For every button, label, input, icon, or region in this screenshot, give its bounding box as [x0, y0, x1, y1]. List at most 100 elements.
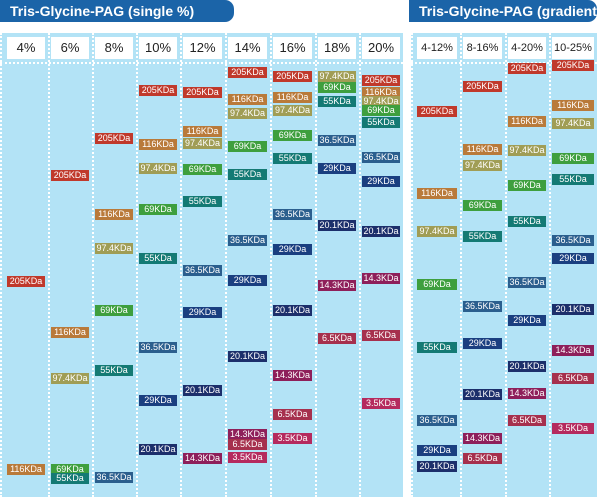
marker-band-116kda: 116KDa	[508, 116, 546, 127]
marker-band-14-3kda: 14.3KDa	[508, 388, 546, 399]
marker-band-97-4kda: 97.4KDa	[318, 71, 356, 82]
marker-band-69kda: 69KDa	[51, 464, 89, 475]
marker-band-20-1kda: 20.1KDa	[139, 444, 177, 455]
marker-band-3-5kda: 3.5KDa	[228, 452, 267, 463]
marker-band-20-1kda: 20.1KDa	[508, 361, 546, 372]
lane-header: 4-20%	[508, 37, 546, 59]
marker-band-29kda: 29KDa	[318, 163, 356, 174]
marker-band-20-1kda: 20.1KDa	[183, 385, 222, 396]
marker-band-6-5kda: 6.5KDa	[228, 439, 267, 450]
marker-band-36-5kda: 36.5KDa	[228, 235, 267, 246]
marker-band-29kda: 29KDa	[139, 395, 177, 406]
marker-band-205kda: 205KDa	[508, 63, 546, 74]
marker-band-116kda: 116KDa	[51, 327, 89, 338]
marker-band-55kda: 55KDa	[508, 216, 546, 227]
marker-band-55kda: 55KDa	[183, 196, 222, 207]
lane-separator	[92, 33, 94, 497]
marker-band-116kda: 116KDa	[183, 126, 222, 137]
marker-band-205kda: 205KDa	[183, 87, 222, 98]
marker-band-55kda: 55KDa	[228, 169, 267, 180]
marker-band-14-3kda: 14.3KDa	[552, 345, 594, 356]
lane-header: 8-16%	[463, 37, 502, 59]
marker-band-205kda: 205KDa	[139, 85, 177, 96]
marker-band-6-5kda: 6.5KDa	[508, 415, 546, 426]
marker-band-3-5kda: 3.5KDa	[273, 433, 312, 444]
marker-band-20-1kda: 20.1KDa	[417, 461, 457, 472]
marker-band-14-3kda: 14.3KDa	[463, 433, 502, 444]
lane-separator	[359, 33, 361, 497]
marker-band-6-5kda: 6.5KDa	[552, 373, 594, 384]
marker-band-205kda: 205KDa	[7, 276, 45, 287]
marker-band-55kda: 55KDa	[139, 253, 177, 264]
marker-band-36-5kda: 36.5KDa	[417, 415, 457, 426]
marker-band-36-5kda: 36.5KDa	[552, 235, 594, 246]
lane-separator	[180, 33, 182, 497]
marker-band-20-1kda: 20.1KDa	[228, 351, 267, 362]
marker-band-29kda: 29KDa	[417, 445, 457, 456]
marker-band-97-4kda: 97.4KDa	[362, 96, 400, 107]
marker-band-205kda: 205KDa	[51, 170, 89, 181]
marker-band-69kda: 69KDa	[417, 279, 457, 290]
marker-band-205kda: 205KDa	[273, 71, 312, 82]
header-divider	[411, 62, 597, 64]
lane-separator	[136, 33, 138, 497]
marker-band-29kda: 29KDa	[362, 176, 400, 187]
marker-band-97-4kda: 97.4KDa	[51, 373, 89, 384]
marker-band-3-5kda: 3.5KDa	[362, 398, 400, 409]
marker-band-55kda: 55KDa	[95, 365, 133, 376]
marker-band-116kda: 116KDa	[463, 144, 502, 155]
lane-header: 16%	[273, 37, 312, 59]
lane-header: 10-25%	[552, 37, 594, 59]
marker-band-14-3kda: 14.3KDa	[273, 370, 312, 381]
marker-band-205kda: 205KDa	[552, 60, 594, 71]
lane-header: 6%	[51, 37, 89, 59]
marker-band-29kda: 29KDa	[552, 253, 594, 264]
lane-header: 14%	[228, 37, 267, 59]
marker-band-205kda: 205KDa	[95, 133, 133, 144]
marker-band-97-4kda: 97.4KDa	[183, 138, 222, 149]
marker-band-20-1kda: 20.1KDa	[362, 226, 400, 237]
marker-band-116kda: 116KDa	[417, 188, 457, 199]
marker-band-55kda: 55KDa	[362, 117, 400, 128]
lane-separator	[460, 33, 462, 497]
lane-header: 20%	[362, 37, 400, 59]
marker-band-29kda: 29KDa	[463, 338, 502, 349]
marker-band-29kda: 29KDa	[183, 307, 222, 318]
lane-header: 4%	[7, 37, 45, 59]
marker-band-55kda: 55KDa	[273, 153, 312, 164]
marker-band-14-3kda: 14.3KDa	[183, 453, 222, 464]
marker-band-29kda: 29KDa	[273, 244, 312, 255]
marker-band-6-5kda: 6.5KDa	[273, 409, 312, 420]
marker-band-69kda: 69KDa	[552, 153, 594, 164]
marker-band-205kda: 205KDa	[362, 75, 400, 86]
marker-band-97-4kda: 97.4KDa	[508, 145, 546, 156]
lane-header: 8%	[95, 37, 133, 59]
lane-header: 18%	[318, 37, 356, 59]
marker-band-116kda: 116KDa	[552, 100, 594, 111]
lane-separator	[315, 33, 317, 497]
marker-band-14-3kda: 14.3KDa	[228, 429, 267, 440]
marker-band-116kda: 116KDa	[95, 209, 133, 220]
marker-band-69kda: 69KDa	[183, 164, 222, 175]
marker-band-116kda: 116KDa	[139, 139, 177, 150]
marker-band-97-4kda: 97.4KDa	[273, 105, 312, 116]
marker-band-29kda: 29KDa	[228, 275, 267, 286]
marker-band-6-5kda: 6.5KDa	[362, 330, 400, 341]
marker-band-69kda: 69KDa	[139, 204, 177, 215]
marker-band-69kda: 69KDa	[508, 180, 546, 191]
lane-separator	[505, 33, 507, 497]
marker-band-3-5kda: 3.5KDa	[552, 423, 594, 434]
marker-band-55kda: 55KDa	[552, 174, 594, 185]
marker-band-97-4kda: 97.4KDa	[463, 160, 502, 171]
marker-band-20-1kda: 20.1KDa	[463, 389, 502, 400]
marker-band-97-4kda: 97.4KDa	[552, 118, 594, 129]
lane-separator	[270, 33, 272, 497]
gradient-percent-header: Tris-Glycine-PAG (gradient %)	[409, 0, 597, 41]
lane-separator	[549, 33, 551, 497]
marker-band-97-4kda: 97.4KDa	[95, 243, 133, 254]
marker-band-97-4kda: 97.4KDa	[228, 108, 267, 119]
marker-band-97-4kda: 97.4KDa	[417, 226, 457, 237]
marker-band-36-5kda: 36.5KDa	[463, 301, 502, 312]
marker-band-36-5kda: 36.5KDa	[183, 265, 222, 276]
marker-band-69kda: 69KDa	[362, 105, 400, 116]
